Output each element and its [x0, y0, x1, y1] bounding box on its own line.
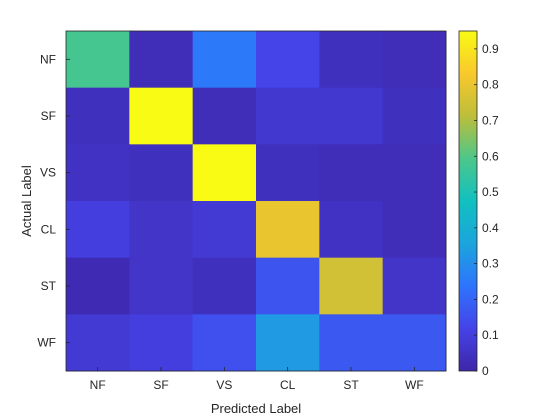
y-tick-label: WF	[37, 336, 56, 350]
colorbar-tick-label: 0.8	[482, 78, 499, 92]
heatmap-cell-st-st	[319, 257, 384, 315]
x-tick-label: SF	[153, 378, 168, 392]
heatmap-cell-cl-sf	[129, 201, 194, 259]
heatmap-cell-cl-st	[319, 201, 384, 259]
heatmap-cell-st-cl	[256, 257, 320, 315]
heatmap-cell-nf-sf	[129, 31, 194, 89]
y-tick-label: VS	[40, 166, 56, 180]
y-tick-label: ST	[41, 279, 57, 293]
colorbar	[458, 30, 478, 372]
colorbar-tick-label: 0.1	[482, 328, 499, 342]
x-tick-label: ST	[343, 378, 359, 392]
heatmap-cell-wf-st	[319, 314, 384, 372]
heatmap-cell-wf-sf	[129, 314, 194, 372]
colorbar-tick-label: 0.9	[482, 42, 499, 56]
heatmap-cell-vs-st	[319, 144, 384, 202]
heatmap-cell-vs-nf	[66, 144, 130, 202]
x-axis-ticks: NF SF VS CL ST WF	[90, 367, 424, 392]
heatmap-cell-cl-vs	[192, 201, 257, 259]
colorbar-tick-label: 0.2	[482, 292, 499, 306]
colorbar-tick-label: 0.7	[482, 113, 499, 127]
y-tick-label: NF	[40, 52, 56, 66]
heatmap-cell-wf-wf	[382, 314, 447, 372]
heatmap-cell-sf-sf	[129, 87, 194, 145]
heatmap-cell-sf-st	[319, 87, 384, 145]
heatmap-cell-nf-st	[319, 31, 384, 89]
colorbar-tick-label: 0.3	[482, 257, 499, 271]
heatmap-cell-vs-wf	[382, 144, 447, 202]
x-tick-label: CL	[280, 378, 296, 392]
heatmap-cell-nf-vs	[192, 31, 257, 89]
heatmap-cell-cl-nf	[66, 201, 130, 259]
heatmap-cells	[66, 31, 447, 372]
heatmap-cell-sf-vs	[192, 87, 257, 145]
heatmap-cell-nf-nf	[66, 31, 130, 89]
y-axis-ticks: NF SF VS CL ST WF	[37, 52, 70, 350]
heatmap-cell-st-nf	[66, 257, 130, 315]
heatmap-cell-cl-cl	[256, 201, 320, 259]
y-tick-label: CL	[41, 222, 57, 236]
heatmap-cell-sf-cl	[256, 87, 320, 145]
heatmap-cell-cl-wf	[382, 201, 447, 259]
heatmap-cell-st-wf	[382, 257, 447, 315]
x-tick-label: NF	[90, 378, 106, 392]
y-tick-label: SF	[41, 109, 56, 123]
colorbar-tick-label: 0.5	[482, 185, 499, 199]
colorbar-tick-label: 0	[482, 364, 489, 378]
heatmap-cell-wf-vs	[192, 314, 257, 372]
x-tick-label: VS	[216, 378, 232, 392]
colorbar-tick-label: 0.6	[482, 149, 499, 163]
colorbar-tick-label: 0.4	[482, 221, 499, 235]
y-axis-label: Actual Label	[19, 165, 34, 237]
heatmap-cell-vs-vs	[192, 144, 257, 202]
plot-frame	[65, 30, 447, 372]
heatmap-cell-wf-cl	[256, 314, 320, 372]
x-axis-label: Predicted Label	[211, 401, 301, 416]
heatmap-cell-st-sf	[129, 257, 194, 315]
heatmap-cell-sf-wf	[382, 87, 447, 145]
colorbar-ticks: 0 0.1 0.2 0.3 0.4 0.5 0.6 0.7 0.8 0.9	[474, 42, 499, 378]
x-tick-label: WF	[405, 378, 424, 392]
heatmap-cell-wf-nf	[66, 314, 130, 372]
heatmap-cell-nf-cl	[256, 31, 320, 89]
heatmap-cell-sf-nf	[66, 87, 130, 145]
heatmap-cell-nf-wf	[382, 31, 447, 89]
heatmap-cell-vs-sf	[129, 144, 194, 202]
heatmap-cell-st-vs	[192, 257, 257, 315]
heatmap-cell-vs-cl	[256, 144, 320, 202]
